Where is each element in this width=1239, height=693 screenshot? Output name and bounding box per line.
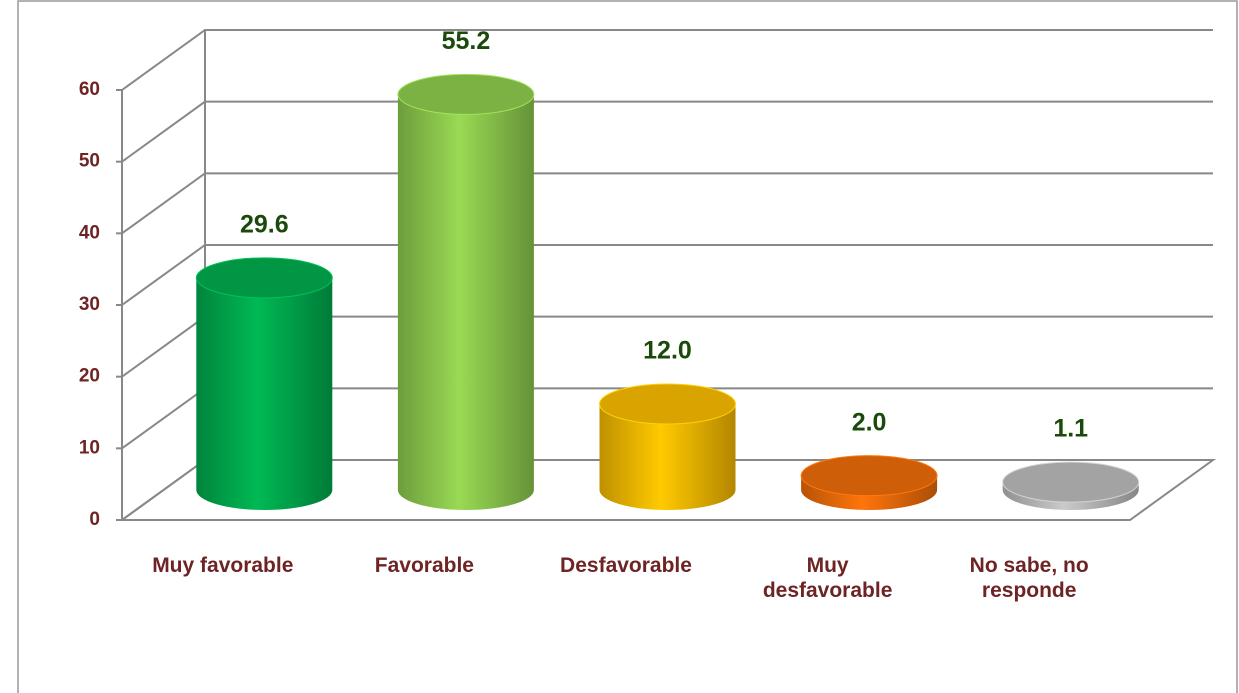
value-label: 55.2	[442, 27, 491, 55]
bar	[195, 257, 333, 510]
y-tick-label: 30	[79, 294, 100, 315]
x-tick-label: Desfavorable	[560, 554, 692, 577]
value-label: 2.0	[852, 408, 887, 436]
bar-body	[196, 277, 333, 510]
bar-body	[599, 404, 736, 510]
y-tick-label: 20	[79, 366, 100, 387]
grid-line	[121, 100, 1213, 163]
bar-top	[599, 383, 736, 425]
value-label: 1.1	[1053, 415, 1088, 443]
value-label: 29.6	[240, 210, 289, 238]
y-tick-label: 60	[79, 79, 100, 100]
value-label: 12.0	[643, 337, 692, 365]
chart-border	[17, 0, 1238, 693]
y-tick-label: 10	[79, 437, 100, 458]
bar	[397, 73, 535, 510]
bar-top	[397, 73, 535, 115]
grid-line	[121, 29, 1213, 91]
x-tick-label: Favorable	[374, 554, 474, 577]
y-tick-label: 40	[79, 222, 100, 243]
bar	[599, 383, 736, 510]
bar-top	[800, 455, 938, 497]
y-tick-label: 0	[89, 509, 100, 530]
bar	[800, 455, 938, 510]
x-tick-label: Muy desfavorable	[762, 554, 893, 602]
bar	[1002, 461, 1140, 510]
bar-body	[397, 94, 534, 510]
bar-top	[195, 257, 333, 299]
x-tick-label: Muy favorable	[152, 554, 294, 577]
y-tick-label: 50	[79, 151, 100, 172]
bar-top	[1002, 461, 1140, 503]
x-tick-label: No sabe, no responde	[969, 554, 1089, 602]
